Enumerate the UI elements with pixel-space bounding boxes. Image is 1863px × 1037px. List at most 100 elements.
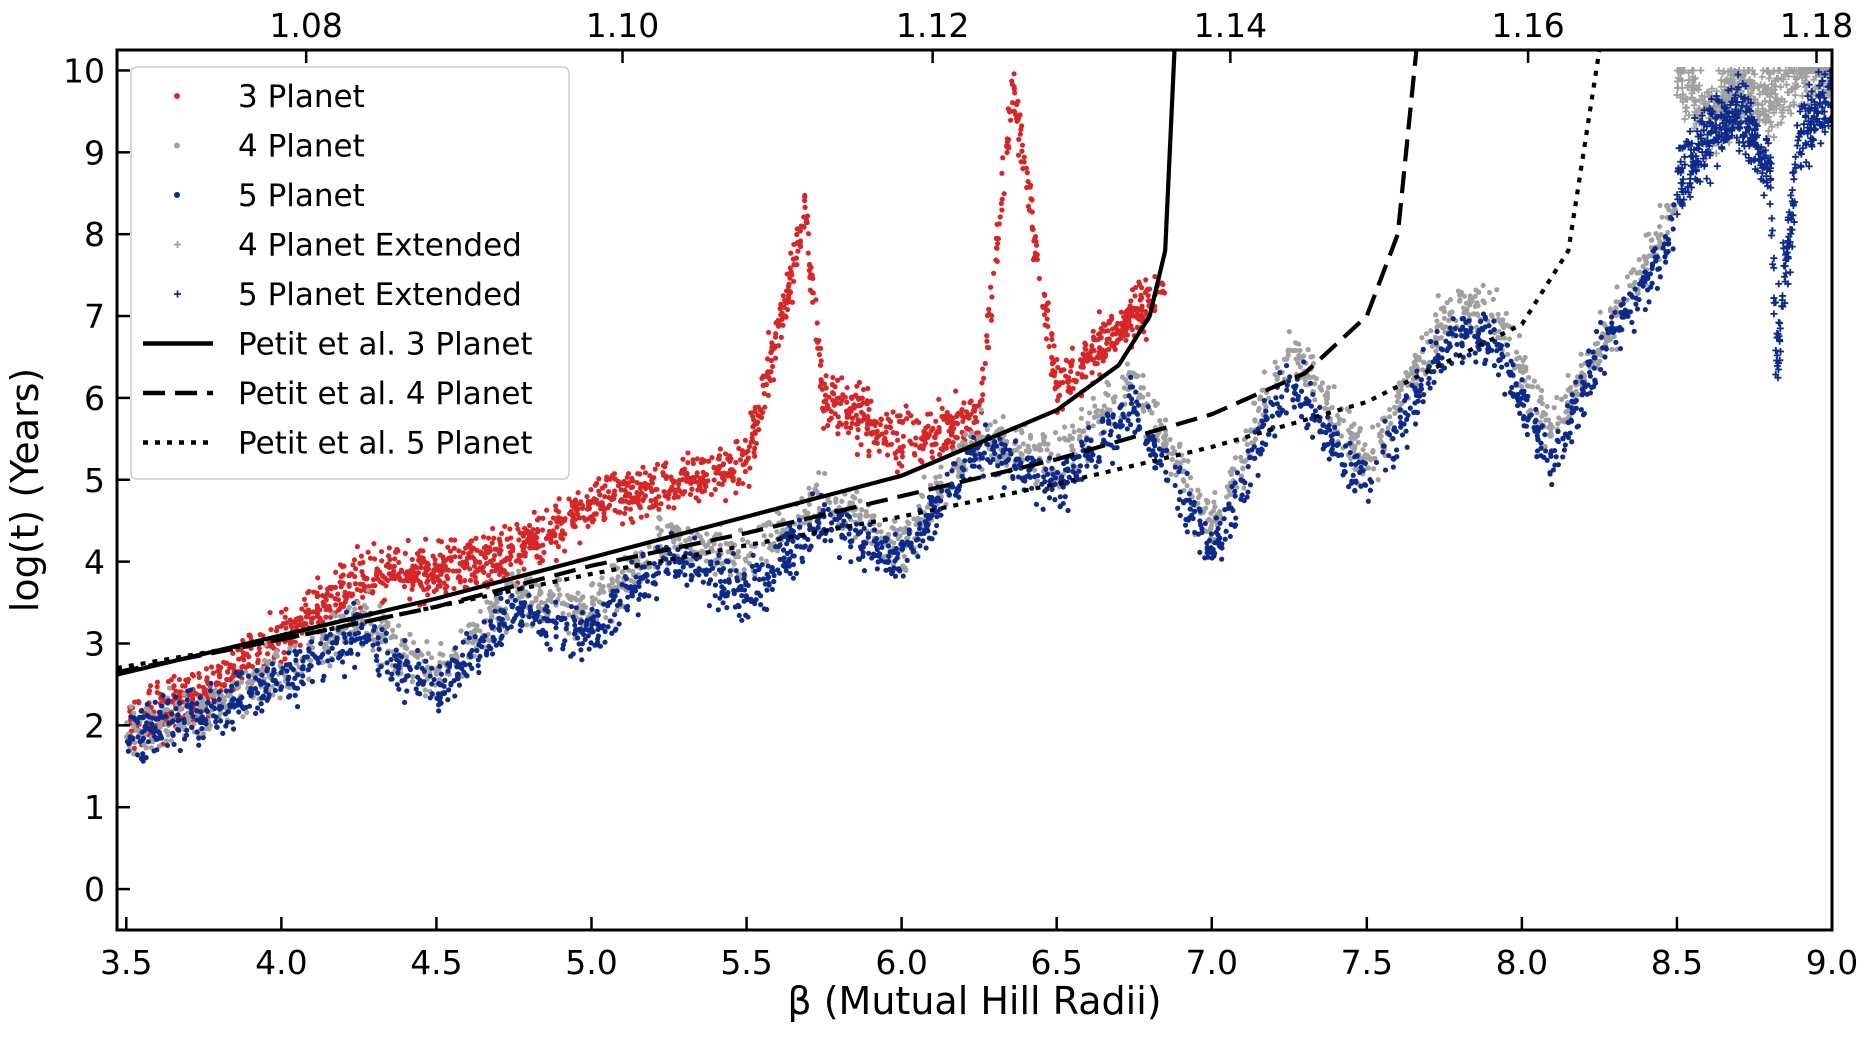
data-point <box>733 490 739 496</box>
data-point <box>476 669 482 676</box>
data-point <box>1433 312 1439 318</box>
data-point <box>422 693 429 699</box>
data-layer <box>123 66 1832 764</box>
data-point <box>995 236 1001 242</box>
data-point <box>1669 216 1675 222</box>
data-point <box>1071 429 1077 435</box>
data-point <box>644 578 651 584</box>
data-point <box>1154 401 1160 407</box>
data-point <box>623 505 629 512</box>
data-point <box>1607 308 1614 314</box>
data-point <box>208 664 215 670</box>
data-point <box>1307 374 1313 381</box>
data-point <box>939 405 945 412</box>
data-point <box>863 431 870 437</box>
data-point <box>269 661 276 667</box>
data-point <box>1491 318 1497 324</box>
data-point <box>1591 365 1597 371</box>
data-point <box>992 419 998 425</box>
data-point <box>412 564 419 571</box>
data-point <box>754 421 760 427</box>
series-3-planet <box>124 71 1168 751</box>
data-point <box>953 388 959 394</box>
data-point <box>171 741 177 748</box>
data-point <box>485 535 492 541</box>
data-point <box>554 524 560 530</box>
data-point <box>393 647 399 653</box>
data-point <box>721 470 727 476</box>
data-point <box>903 403 909 409</box>
data-point <box>1607 337 1614 343</box>
data-point <box>980 392 986 398</box>
data-point <box>1441 305 1447 311</box>
data-point <box>647 485 654 491</box>
data-point <box>820 425 827 431</box>
data-point <box>508 624 514 630</box>
data-point <box>374 569 380 576</box>
data-point <box>633 574 639 580</box>
data-point <box>547 520 554 526</box>
data-point <box>196 683 202 689</box>
data-point <box>989 294 995 300</box>
data-point <box>602 506 608 512</box>
data-point <box>303 602 309 608</box>
data-point <box>472 559 479 565</box>
data-point <box>864 398 870 404</box>
data-point <box>448 537 454 543</box>
data-point <box>1019 451 1025 458</box>
data-point <box>375 635 381 641</box>
data-point <box>1177 460 1183 466</box>
data-point <box>1506 336 1512 342</box>
data-point <box>855 427 861 433</box>
data-point <box>857 395 863 401</box>
data-point <box>669 524 675 531</box>
data-point <box>906 530 912 537</box>
data-point <box>457 554 463 560</box>
data-point <box>411 639 417 646</box>
data-point <box>1001 191 1007 197</box>
data-point <box>283 606 289 612</box>
data-point <box>200 735 206 741</box>
data-point <box>596 476 602 482</box>
data-point <box>1143 336 1149 343</box>
data-point <box>165 732 171 738</box>
data-point <box>1556 415 1562 421</box>
data-point <box>484 560 490 567</box>
data-point <box>1143 277 1149 283</box>
data-point <box>1394 399 1400 405</box>
data-point <box>622 493 628 499</box>
data-point <box>1069 358 1075 364</box>
data-point <box>1092 361 1098 367</box>
data-point <box>654 461 661 467</box>
data-point <box>802 192 808 199</box>
data-point <box>807 526 813 532</box>
data-point <box>1474 300 1480 306</box>
data-point <box>377 603 383 609</box>
data-point <box>1167 436 1173 443</box>
data-point <box>585 523 591 529</box>
data-point <box>1091 337 1097 343</box>
data-point <box>1032 235 1038 242</box>
data-point <box>1495 311 1501 317</box>
data-point <box>1312 408 1319 414</box>
data-point <box>1090 356 1096 363</box>
data-point <box>1375 422 1381 428</box>
data-point <box>711 477 717 483</box>
data-point <box>826 417 832 423</box>
data-point <box>680 491 686 497</box>
data-point <box>1013 447 1019 453</box>
data-point <box>675 494 681 500</box>
data-point <box>822 392 829 398</box>
data-point <box>498 569 504 575</box>
data-point <box>1069 447 1075 453</box>
data-point <box>1063 373 1069 379</box>
data-point <box>1357 425 1363 432</box>
data-point <box>1028 182 1034 188</box>
data-point <box>657 516 663 522</box>
data-point <box>1135 402 1142 408</box>
data-point <box>213 724 220 730</box>
data-point <box>365 549 371 555</box>
data-point <box>1325 384 1332 391</box>
data-point <box>938 464 944 470</box>
data-point <box>246 673 252 679</box>
